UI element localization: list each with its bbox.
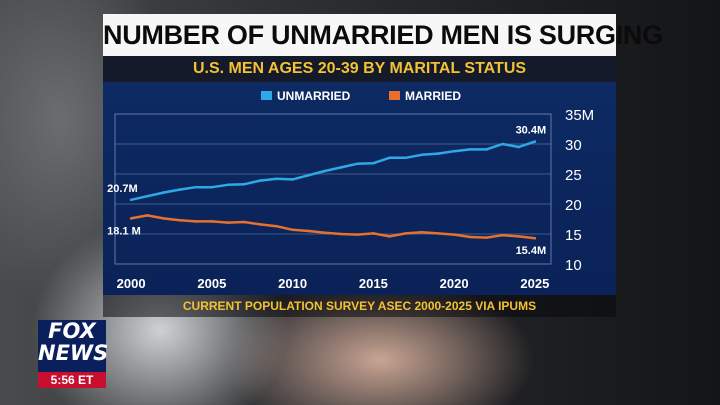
legend-swatch bbox=[389, 91, 400, 100]
data-point bbox=[145, 214, 149, 217]
data-point bbox=[355, 233, 359, 236]
data-point bbox=[259, 223, 262, 226]
y-tick-label: 35M bbox=[565, 107, 594, 124]
series-line-unmarried bbox=[130, 140, 536, 202]
data-point bbox=[372, 232, 375, 235]
source-caption: CURRENT POPULATION SURVEY ASEC 2000-2025… bbox=[103, 295, 616, 317]
data-point bbox=[517, 145, 521, 149]
data-label: 30.4M bbox=[516, 125, 547, 137]
data-point bbox=[210, 185, 214, 189]
data-point bbox=[226, 221, 230, 224]
y-tick-label: 20 bbox=[565, 197, 582, 214]
data-point bbox=[339, 166, 343, 169]
data-point bbox=[275, 177, 278, 181]
x-tick-label: 2015 bbox=[359, 276, 388, 291]
data-label: 20.7M bbox=[107, 183, 138, 195]
data-point bbox=[436, 232, 440, 235]
data-point bbox=[420, 230, 424, 234]
y-tick-label: 25 bbox=[565, 167, 582, 184]
data-point bbox=[372, 161, 375, 165]
legend-label: UNMARRIED bbox=[277, 89, 351, 103]
data-point bbox=[291, 228, 294, 232]
legend-label: MARRIED bbox=[405, 89, 461, 103]
chart-panel: 10 15 20 25 30 35M 2000 2005 2010 2015 2020 2025 UNM… bbox=[103, 82, 616, 295]
plot-frame bbox=[114, 113, 552, 265]
data-point bbox=[291, 178, 294, 181]
data-point bbox=[501, 142, 504, 146]
data-point bbox=[323, 231, 327, 235]
y-tick-label: 30 bbox=[565, 137, 582, 154]
data-point bbox=[210, 220, 214, 223]
data-point bbox=[242, 220, 246, 224]
data-point bbox=[275, 224, 278, 228]
clock-badge: 5:56 ET bbox=[38, 372, 106, 388]
data-point bbox=[323, 169, 327, 173]
logo-line-2: NEWS bbox=[38, 341, 109, 365]
data-point bbox=[533, 140, 537, 143]
y-tick-label: 15 bbox=[565, 227, 582, 244]
data-point bbox=[145, 194, 149, 198]
data-point bbox=[162, 217, 165, 220]
data-point bbox=[533, 236, 537, 240]
data-point bbox=[162, 191, 165, 194]
fox-news-logo: FOX NEWS 5:56 ET bbox=[38, 319, 109, 388]
logo-wordmark: FOX NEWS bbox=[38, 319, 109, 372]
data-point bbox=[388, 235, 391, 238]
data-point bbox=[485, 236, 488, 239]
data-point bbox=[404, 232, 407, 235]
data-point bbox=[355, 162, 359, 166]
x-tick-label: 2020 bbox=[440, 276, 469, 291]
legend-swatch bbox=[261, 91, 272, 100]
x-tick-label: 2025 bbox=[520, 276, 549, 291]
data-point bbox=[178, 218, 181, 222]
data-point bbox=[388, 156, 391, 160]
data-point bbox=[501, 233, 504, 237]
data-point bbox=[226, 183, 230, 187]
logo-line-1: FOX bbox=[48, 319, 96, 343]
data-point bbox=[468, 235, 472, 239]
data-point bbox=[339, 232, 343, 236]
data-point bbox=[517, 235, 521, 238]
x-tick-label: 2005 bbox=[197, 276, 226, 291]
chart-title: U.S. MEN AGES 20-39 BY MARITAL STATUS bbox=[103, 56, 616, 82]
y-tick-label: 10 bbox=[565, 257, 582, 274]
data-point bbox=[178, 188, 181, 191]
data-point bbox=[194, 185, 198, 189]
x-tick-label: 2010 bbox=[278, 276, 307, 291]
series-line-married bbox=[130, 214, 536, 240]
data-point bbox=[452, 149, 456, 153]
data-point bbox=[259, 179, 262, 182]
data-point bbox=[420, 153, 424, 157]
data-point bbox=[194, 220, 198, 223]
data-point bbox=[129, 198, 133, 202]
data-label: 18.1 M bbox=[107, 225, 141, 237]
data-point bbox=[129, 217, 133, 220]
data-point bbox=[307, 173, 311, 177]
data-point bbox=[404, 156, 407, 160]
data-point bbox=[436, 152, 440, 155]
headline: NUMBER OF UNMARRIED MEN IS SURGING bbox=[103, 14, 663, 56]
data-label: 15.4M bbox=[516, 245, 547, 257]
data-point bbox=[452, 233, 456, 236]
data-point bbox=[307, 229, 311, 233]
x-tick-label: 2000 bbox=[117, 276, 146, 291]
data-point bbox=[485, 148, 488, 151]
data-point bbox=[242, 182, 246, 186]
data-point bbox=[468, 148, 472, 151]
